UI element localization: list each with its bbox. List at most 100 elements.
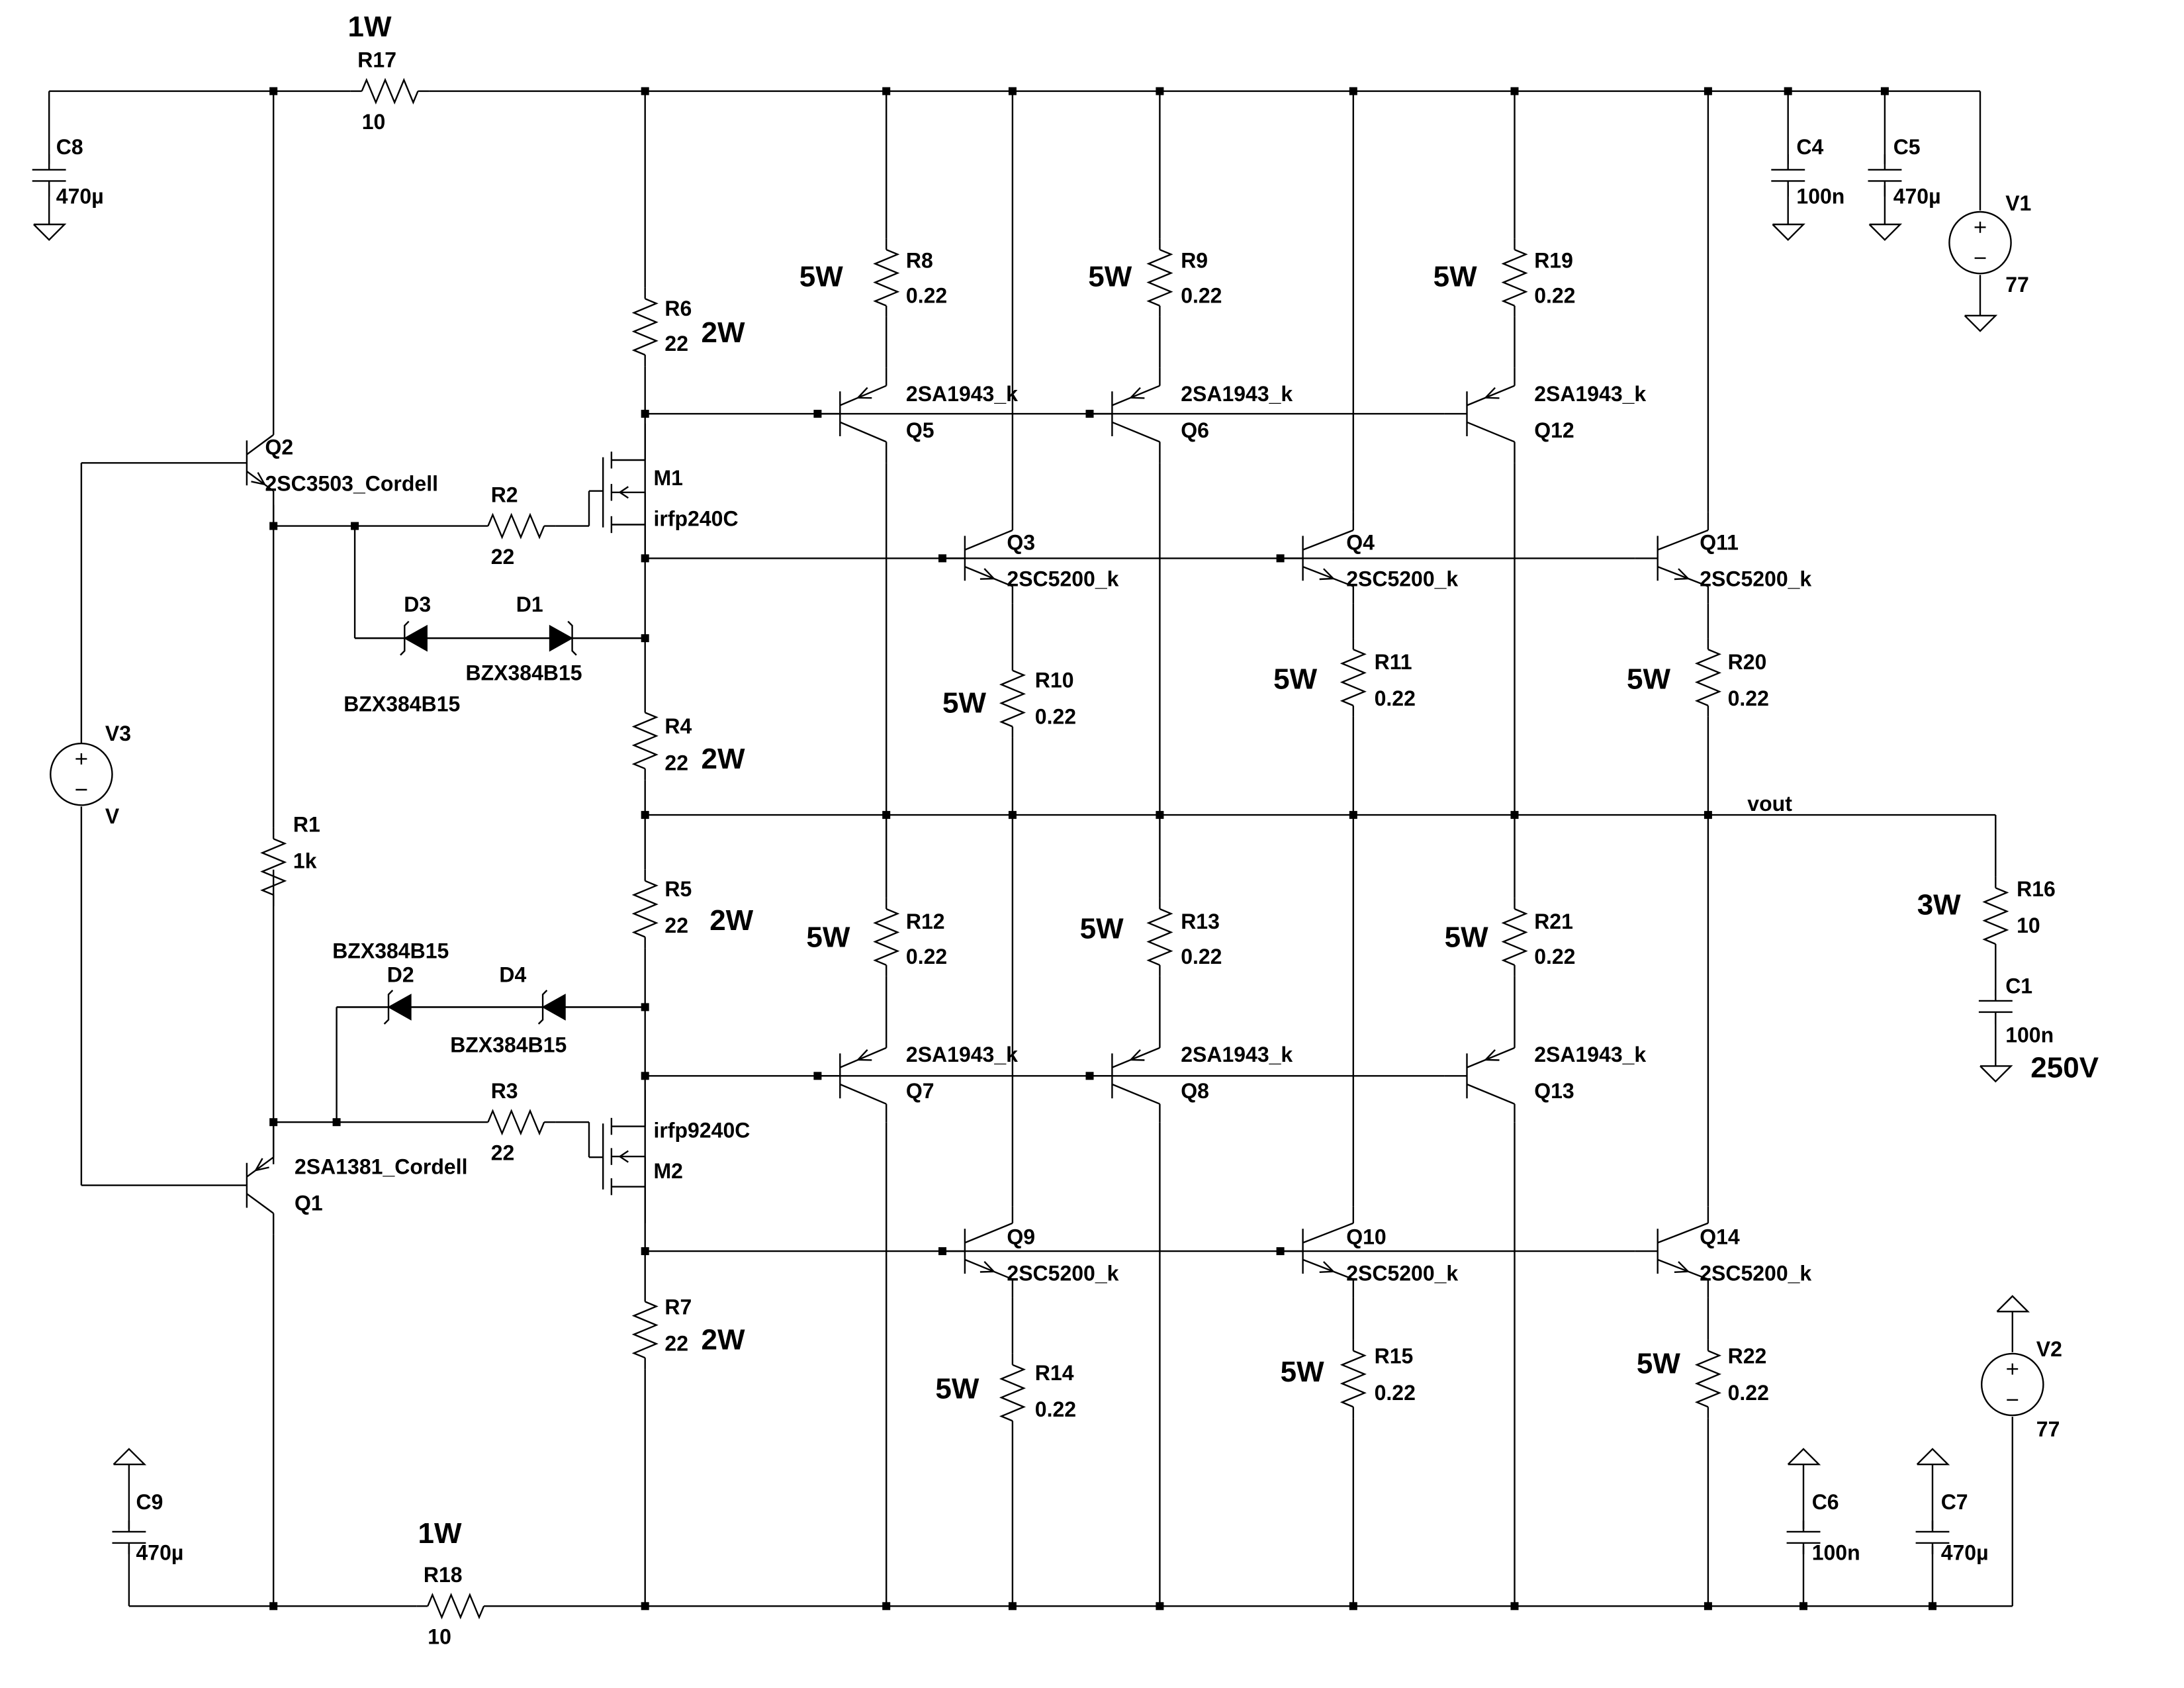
r11-rating: 5W: [1273, 663, 1317, 695]
r1-value: 1k: [293, 849, 317, 873]
transistor-Q9: [942, 1206, 1014, 1298]
transistor-Q10: [1280, 1206, 1355, 1298]
q1-label: 2SA1381_Cordell: [295, 1155, 467, 1179]
r21-label: R21: [1534, 910, 1573, 933]
resistor-R11: [1340, 638, 1367, 717]
r13-rating: 5W: [1080, 913, 1124, 945]
r11-value: 0.22: [1375, 686, 1416, 710]
junction-dot: [1085, 410, 1094, 418]
d1-label: D1: [516, 592, 543, 616]
ground-icon: [1916, 1448, 1950, 1466]
junction-dot: [1349, 1602, 1357, 1611]
junction-dot: [1799, 1602, 1807, 1611]
ground-icon: [1772, 223, 1805, 241]
q9-value: 2SC5200_k: [1007, 1262, 1118, 1286]
r19-rating: 5W: [1433, 260, 1477, 293]
junctions: [269, 87, 1936, 1611]
resistor-R6: [631, 287, 659, 367]
junction-dot: [641, 1602, 649, 1611]
capacitor-C4: [1771, 154, 1805, 197]
capacitor-C6: [1786, 1521, 1821, 1554]
c1-value: 100n: [2005, 1023, 2054, 1047]
r16-value: 10: [2017, 914, 2040, 937]
capacitor-C9: [112, 1521, 146, 1554]
q8-label: 2SA1943_k: [1181, 1043, 1293, 1066]
c5-label: C5: [1893, 135, 1921, 159]
zener-diode-D2: [336, 990, 463, 1025]
junction-dot: [882, 811, 891, 820]
resistor-R13: [1146, 898, 1173, 976]
q2-label: Q2: [265, 436, 294, 459]
r7-value: 22: [664, 1332, 688, 1356]
r21-rating: 5W: [1445, 921, 1488, 953]
r20-rating: 5W: [1627, 663, 1670, 695]
transistor-Q6: [1089, 367, 1161, 463]
voltage-source-V2: [1980, 1352, 2044, 1417]
resistor-R16: [1982, 876, 2009, 955]
junction-dot: [641, 554, 649, 563]
resistor-R8: [873, 238, 900, 317]
mosfet-M2: [589, 1090, 646, 1223]
resistor-R21: [1501, 898, 1528, 976]
capacitor-C8: [32, 154, 66, 197]
v1-label: V1: [2005, 191, 2031, 215]
ground-icon: [1787, 1448, 1821, 1466]
r12-rating: 5W: [806, 921, 850, 953]
q10-value: 2SC5200_k: [1346, 1262, 1458, 1286]
transistor-Q11: [1635, 512, 1709, 604]
resistor-R15: [1340, 1339, 1367, 1419]
q14-value: 2SC5200_k: [1700, 1262, 1811, 1286]
r10-value: 0.22: [1035, 704, 1076, 728]
transistor-Q13: [1444, 1031, 1516, 1123]
q3-label: Q3: [1007, 531, 1035, 555]
junction-dot: [882, 87, 891, 95]
zener-diode-D1: [477, 620, 645, 656]
junction-dot: [641, 410, 649, 418]
r22-value: 0.22: [1728, 1381, 1769, 1405]
transistor-Q2: [224, 434, 275, 526]
resistor-R12: [873, 898, 900, 976]
junction-dot: [1276, 554, 1285, 563]
components: [32, 77, 2044, 1620]
transistor-Q1: [224, 1122, 275, 1235]
v3-label: V3: [105, 722, 131, 745]
junction-dot: [1880, 87, 1889, 95]
v3-value: V: [105, 804, 120, 828]
ground-icon: [1964, 314, 1998, 332]
ground-icon: [33, 223, 67, 241]
junction-dot: [1929, 1602, 1936, 1611]
junction-dot: [641, 1003, 649, 1011]
q4-value: 2SC5200_k: [1346, 567, 1458, 591]
r7-rating: 2W: [702, 1324, 745, 1356]
r22-rating: 5W: [1637, 1348, 1680, 1380]
m1-value: irfp240C: [654, 507, 739, 531]
q5-label: 2SA1943_k: [906, 382, 1018, 406]
r7-label: R7: [664, 1295, 692, 1319]
r14-label: R14: [1035, 1361, 1074, 1385]
capacitor-C5: [1868, 154, 1902, 197]
c1-rating: 250V: [2030, 1051, 2099, 1084]
junction-dot: [1704, 87, 1712, 95]
r13-label: R13: [1181, 910, 1220, 933]
r4-value: 22: [664, 751, 688, 774]
junction-dot: [641, 634, 649, 643]
resistor-R3: [477, 1109, 556, 1136]
r22-label: R22: [1728, 1344, 1767, 1368]
q2-value: 2SC3503_Cordell: [265, 472, 438, 496]
r18-value: 10: [428, 1625, 451, 1649]
junction-dot: [1156, 1602, 1164, 1611]
junction-dot: [813, 1072, 822, 1080]
junction-dot: [938, 554, 946, 563]
vout-net-label: vout: [1747, 792, 1792, 816]
r4-rating: 2W: [702, 743, 745, 775]
ground-icon: [1996, 1295, 2030, 1313]
r5-label: R5: [664, 877, 692, 901]
resistor-R19: [1501, 238, 1528, 317]
r15-value: 0.22: [1375, 1381, 1416, 1405]
junction-dot: [1704, 1602, 1712, 1611]
junction-dot: [1704, 811, 1712, 820]
junction-dot: [1510, 811, 1519, 820]
r3-label: R3: [491, 1079, 518, 1103]
m2-value: M2: [654, 1159, 683, 1183]
r12-value: 0.22: [906, 945, 947, 968]
